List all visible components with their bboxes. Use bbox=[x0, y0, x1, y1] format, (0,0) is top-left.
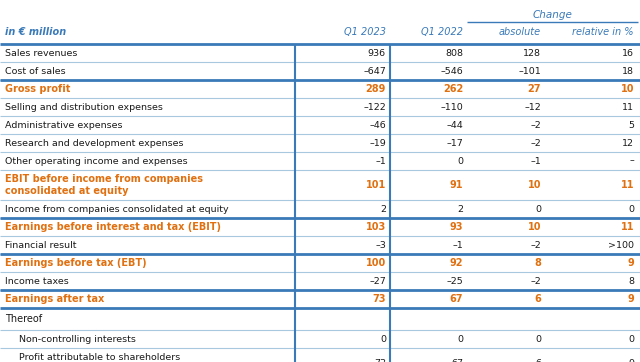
Text: Income taxes: Income taxes bbox=[5, 277, 68, 286]
Text: 91: 91 bbox=[449, 180, 463, 190]
Text: 6: 6 bbox=[534, 294, 541, 304]
Text: –2: –2 bbox=[531, 277, 541, 286]
Text: 67: 67 bbox=[449, 294, 463, 304]
Text: –2: –2 bbox=[531, 121, 541, 130]
Text: Financial result: Financial result bbox=[5, 240, 77, 249]
Text: –2: –2 bbox=[531, 240, 541, 249]
Text: –122: –122 bbox=[364, 102, 386, 111]
Text: 10: 10 bbox=[527, 222, 541, 232]
Text: Thereof: Thereof bbox=[5, 314, 42, 324]
Text: Earnings before tax (EBT): Earnings before tax (EBT) bbox=[5, 258, 147, 268]
Text: 10: 10 bbox=[621, 84, 634, 94]
Text: 11: 11 bbox=[622, 102, 634, 111]
Text: –647: –647 bbox=[364, 67, 386, 76]
Text: –3: –3 bbox=[375, 240, 386, 249]
Text: –: – bbox=[629, 156, 634, 165]
Text: –110: –110 bbox=[440, 102, 463, 111]
Text: –101: –101 bbox=[518, 67, 541, 76]
Text: –19: –19 bbox=[369, 139, 386, 147]
Text: 12: 12 bbox=[622, 139, 634, 147]
Text: 8: 8 bbox=[534, 258, 541, 268]
Text: Earnings before interest and tax (EBIT): Earnings before interest and tax (EBIT) bbox=[5, 222, 221, 232]
Text: 0: 0 bbox=[535, 334, 541, 344]
Text: –17: –17 bbox=[446, 139, 463, 147]
Text: Administrative expenses: Administrative expenses bbox=[5, 121, 122, 130]
Text: Sales revenues: Sales revenues bbox=[5, 49, 77, 58]
Text: in € million: in € million bbox=[5, 27, 67, 37]
Text: –46: –46 bbox=[369, 121, 386, 130]
Text: 101: 101 bbox=[365, 180, 386, 190]
Text: 0: 0 bbox=[535, 205, 541, 214]
Text: 6: 6 bbox=[535, 358, 541, 362]
Text: Income from companies consolidated at equity: Income from companies consolidated at eq… bbox=[5, 205, 228, 214]
Text: Profit attributable to shareholders
of FUCHS PETROLUB SE: Profit attributable to shareholders of F… bbox=[19, 353, 180, 362]
Text: Earnings after tax: Earnings after tax bbox=[5, 294, 104, 304]
Text: 9: 9 bbox=[627, 258, 634, 268]
Text: –1: –1 bbox=[452, 240, 463, 249]
Text: 0: 0 bbox=[457, 334, 463, 344]
Text: 0: 0 bbox=[457, 156, 463, 165]
Text: 93: 93 bbox=[449, 222, 463, 232]
Text: –546: –546 bbox=[440, 67, 463, 76]
Text: Non-controlling interests: Non-controlling interests bbox=[19, 334, 136, 344]
Text: –44: –44 bbox=[446, 121, 463, 130]
Text: Cost of sales: Cost of sales bbox=[5, 67, 66, 76]
Text: 27: 27 bbox=[527, 84, 541, 94]
Text: Selling and distribution expenses: Selling and distribution expenses bbox=[5, 102, 163, 111]
Text: 262: 262 bbox=[443, 84, 463, 94]
Text: –1: –1 bbox=[375, 156, 386, 165]
Text: 128: 128 bbox=[523, 49, 541, 58]
Text: Gross profit: Gross profit bbox=[5, 84, 70, 94]
Text: absolute: absolute bbox=[499, 27, 541, 37]
Text: 8: 8 bbox=[628, 277, 634, 286]
Text: 10: 10 bbox=[527, 180, 541, 190]
Text: 92: 92 bbox=[449, 258, 463, 268]
Text: 11: 11 bbox=[621, 180, 634, 190]
Text: 0: 0 bbox=[628, 205, 634, 214]
Text: 5: 5 bbox=[628, 121, 634, 130]
Text: 100: 100 bbox=[365, 258, 386, 268]
Text: –2: –2 bbox=[531, 139, 541, 147]
Text: 73: 73 bbox=[372, 294, 386, 304]
Text: 11: 11 bbox=[621, 222, 634, 232]
Text: Q1 2023: Q1 2023 bbox=[344, 27, 386, 37]
Text: –1: –1 bbox=[531, 156, 541, 165]
Text: –12: –12 bbox=[524, 102, 541, 111]
Text: 289: 289 bbox=[365, 84, 386, 94]
Text: 103: 103 bbox=[365, 222, 386, 232]
Text: 0: 0 bbox=[380, 334, 386, 344]
Text: 2: 2 bbox=[380, 205, 386, 214]
Text: 9: 9 bbox=[628, 358, 634, 362]
Text: 936: 936 bbox=[368, 49, 386, 58]
Text: 9: 9 bbox=[627, 294, 634, 304]
Text: 16: 16 bbox=[622, 49, 634, 58]
Text: 808: 808 bbox=[445, 49, 463, 58]
Text: Other operating income and expenses: Other operating income and expenses bbox=[5, 156, 188, 165]
Text: –27: –27 bbox=[369, 277, 386, 286]
Text: 2: 2 bbox=[457, 205, 463, 214]
Text: Q1 2022: Q1 2022 bbox=[421, 27, 463, 37]
Text: >100: >100 bbox=[608, 240, 634, 249]
Text: relative in %: relative in % bbox=[573, 27, 634, 37]
Text: 73: 73 bbox=[374, 358, 386, 362]
Text: –25: –25 bbox=[446, 277, 463, 286]
Text: 67: 67 bbox=[451, 358, 463, 362]
Text: 18: 18 bbox=[622, 67, 634, 76]
Text: Change: Change bbox=[532, 10, 572, 20]
Text: Research and development expenses: Research and development expenses bbox=[5, 139, 184, 147]
Text: EBIT before income from companies
consolidated at equity: EBIT before income from companies consol… bbox=[5, 174, 203, 196]
Text: 0: 0 bbox=[628, 334, 634, 344]
